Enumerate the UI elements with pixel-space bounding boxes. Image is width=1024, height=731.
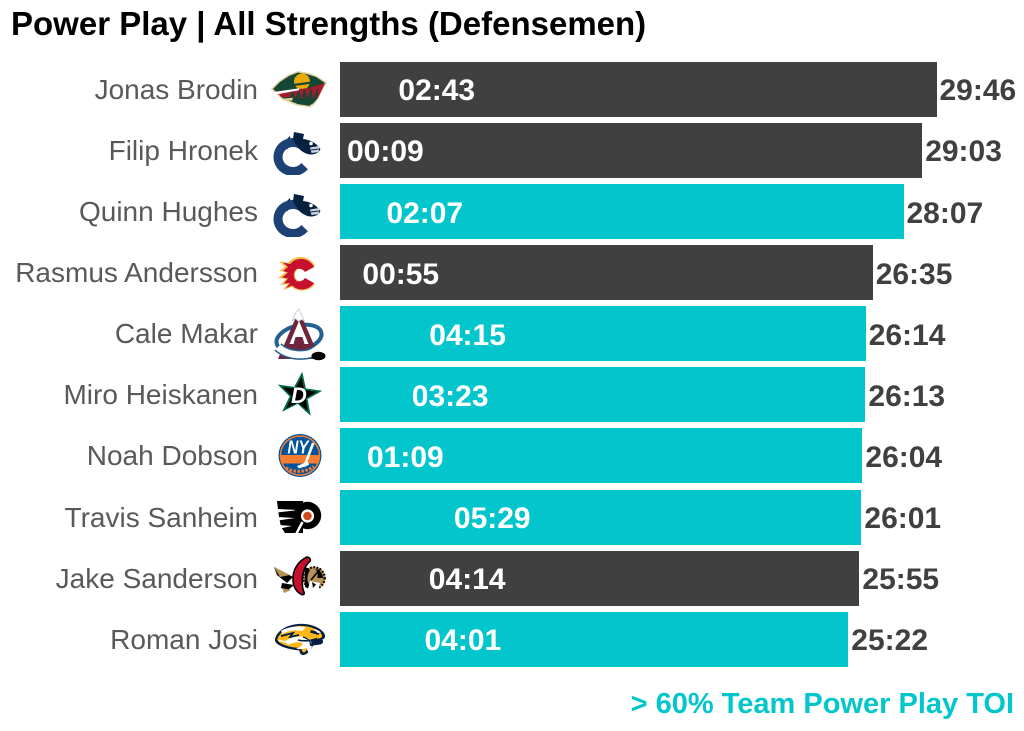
svg-text:D: D — [291, 383, 307, 408]
svg-text:NY: NY — [288, 437, 311, 457]
